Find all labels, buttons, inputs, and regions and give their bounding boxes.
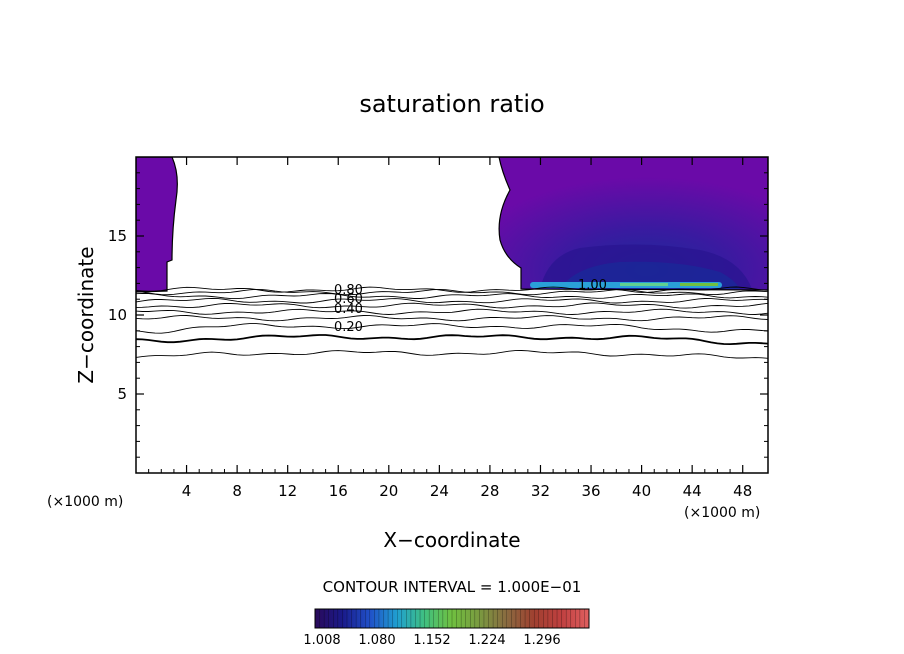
x-tick-label: 16	[329, 482, 348, 500]
contour-labels: 0.80 0.60 0.40 0.20 1.00	[334, 278, 607, 335]
contour-line	[136, 334, 768, 346]
x-tick-label: 12	[278, 482, 297, 500]
x-tick-label: 28	[480, 482, 499, 500]
colorbar: 1.008 1.080 1.152 1.224 1.296	[303, 608, 590, 648]
contour-line	[136, 302, 768, 309]
contour-line	[136, 323, 768, 334]
y-tick-label: 5	[117, 385, 127, 403]
y-tick-label: 10	[108, 306, 127, 324]
x-tick-label: 4	[182, 482, 192, 500]
y-axis-label: Z−coordinate	[74, 246, 98, 383]
x-tick-label: 24	[430, 482, 449, 500]
left-shaded-region	[136, 157, 178, 293]
supersaturation-streak-core	[620, 283, 668, 286]
colorbar-tick-marks	[319, 609, 585, 628]
plot-area	[136, 157, 768, 359]
contour-line	[136, 350, 768, 359]
colorbar-label: 1.224	[468, 633, 505, 648]
contour-label-060: 0.60	[334, 292, 363, 307]
x-axis-label: X−coordinate	[383, 528, 520, 552]
contour-line	[136, 308, 768, 315]
contour-label-100: 1.00	[578, 278, 607, 293]
contour-interval-text: CONTOUR INTERVAL = 1.000E−01	[323, 578, 582, 596]
colorbar-label: 1.080	[358, 633, 395, 648]
x-tick-label: 44	[683, 482, 702, 500]
y-axis-ticks: 5 10 15	[108, 172, 768, 458]
x-unit-right: (×1000 m)	[684, 505, 760, 521]
contour-line	[136, 315, 768, 322]
x-axis-ticks: 4 8 12 16 20 24 28 32 36 40 44 48	[148, 157, 752, 500]
colorbar-label: 1.008	[303, 633, 340, 648]
contour-line	[136, 286, 768, 293]
contour-label-080: 0.80	[334, 283, 363, 298]
x-unit-left: (×1000 m)	[47, 494, 123, 510]
chart-title: saturation ratio	[359, 90, 544, 118]
contour-lines	[136, 286, 768, 359]
x-tick-label: 48	[733, 482, 752, 500]
x-tick-label: 32	[531, 482, 550, 500]
contour-line	[136, 292, 768, 300]
x-tick-label: 8	[232, 482, 242, 500]
x-tick-label: 36	[581, 482, 600, 500]
x-tick-label: 20	[379, 482, 398, 500]
supersaturation-streak-tip	[680, 283, 718, 286]
contour-line	[136, 288, 768, 296]
x-tick-label: 40	[632, 482, 651, 500]
colorbar-label: 1.296	[523, 633, 560, 648]
contour-line	[136, 297, 768, 304]
contour-label-020: 0.20	[334, 320, 363, 335]
colorbar-label: 1.152	[413, 633, 450, 648]
y-tick-label: 15	[108, 227, 127, 245]
contour-label-040: 0.40	[334, 302, 363, 317]
